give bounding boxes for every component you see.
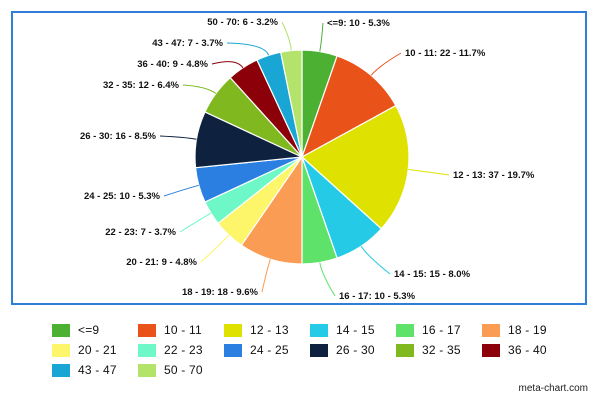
slice-label: 18 - 19: 18 - 9.6% [182,287,259,298]
slice-label: 24 - 25: 10 - 5.3% [84,191,161,202]
legend-item[interactable]: 24 - 25 [224,342,289,358]
legend-swatch [482,323,500,337]
chart-frame: <=9: 10 - 5.3% 10 - 11: 22 - 11.7% 12 - 13… [11,11,587,305]
legend-swatch [310,323,328,337]
legend-label: 26 - 30 [336,343,375,357]
legend-item[interactable]: <=9 [52,322,99,338]
legend-swatch [138,363,156,377]
legend-swatch [52,323,70,337]
legend-item[interactable]: 32 - 35 [396,342,461,358]
slice-connector [226,42,270,56]
legend-label: 24 - 25 [250,343,289,357]
slice-connector [319,22,324,52]
credit-text: meta-chart.com [518,383,588,394]
slice-label: 20 - 21: 9 - 4.8% [126,257,197,268]
slice-connector [281,21,292,51]
legend-swatch [310,343,328,357]
legend-item[interactable]: 14 - 15 [310,322,375,338]
slice-label: 36 - 40: 9 - 4.8% [137,59,208,70]
legend-label: <=9 [78,323,100,337]
slice-label: 50 - 70: 6 - 3.2% [207,17,278,28]
legend-label: 43 - 47 [78,363,117,377]
legend-swatch [396,323,414,337]
slice-connector [179,212,212,233]
slice-connector [408,169,450,176]
legend-item[interactable]: 22 - 23 [138,342,203,358]
slice-label: 10 - 11: 22 - 11.7% [405,48,486,59]
legend-item[interactable]: 36 - 40 [482,342,547,358]
legend-item[interactable]: 12 - 13 [224,322,289,338]
legend-item[interactable]: 50 - 70 [138,362,203,378]
legend-swatch [52,343,70,357]
slice-connector [182,84,217,94]
legend-label: 18 - 19 [508,323,547,337]
legend-item[interactable]: 10 - 11 [138,322,202,338]
legend-swatch [138,343,156,357]
legend-item[interactable]: 20 - 21 [52,342,117,358]
legend-swatch [224,343,242,357]
legend-label: 16 - 17 [422,323,461,337]
legend-label: 36 - 40 [508,343,547,357]
legend-swatch [52,363,70,377]
slice-connector [211,61,244,69]
slice-label: <=9: 10 - 5.3% [327,18,390,29]
slice-connector [360,245,391,275]
slice-label: 32 - 35: 12 - 6.4% [103,80,180,91]
slice-connector [163,184,199,197]
legend-swatch [482,343,500,357]
legend-label: 10 - 11 [164,323,202,337]
pie-slice[interactable] [279,49,303,158]
legend-swatch [396,343,414,357]
slice-label: 14 - 15: 15 - 8.0% [394,269,471,280]
legend-item[interactable]: 43 - 47 [52,362,117,378]
legend-item[interactable]: 18 - 19 [482,322,547,338]
legend-label: 20 - 21 [78,343,117,357]
pie-slice[interactable] [300,55,397,159]
slice-label: 22 - 23: 7 - 3.7% [105,227,176,238]
legend-label: 14 - 15 [336,323,375,337]
slice-connector [261,259,271,293]
slice-label: 16 - 17: 10 - 5.3% [339,291,416,302]
legend-swatch [138,323,156,337]
slice-connector [159,135,197,140]
slice-label: 43 - 47: 7 - 3.7% [152,38,223,49]
legend-item[interactable]: 26 - 30 [310,342,375,358]
slice-label: 26 - 30: 16 - 8.5% [80,131,157,142]
slice-connector [200,234,230,263]
pie-chart: <=9: 10 - 5.3% 10 - 11: 22 - 11.7% 12 - 13… [80,17,535,302]
legend-swatch [224,323,242,337]
legend-item[interactable]: 16 - 17 [396,322,461,338]
legend-label: 50 - 70 [164,363,203,377]
pie-slice[interactable] [300,104,410,230]
legend-label: 12 - 13 [250,323,289,337]
slice-connector [319,262,336,297]
legend-label: 22 - 23 [164,343,203,357]
slice-label: 12 - 13: 37 - 19.7% [453,170,535,181]
legend-label: 32 - 35 [422,343,461,357]
slice-connector [370,52,402,76]
